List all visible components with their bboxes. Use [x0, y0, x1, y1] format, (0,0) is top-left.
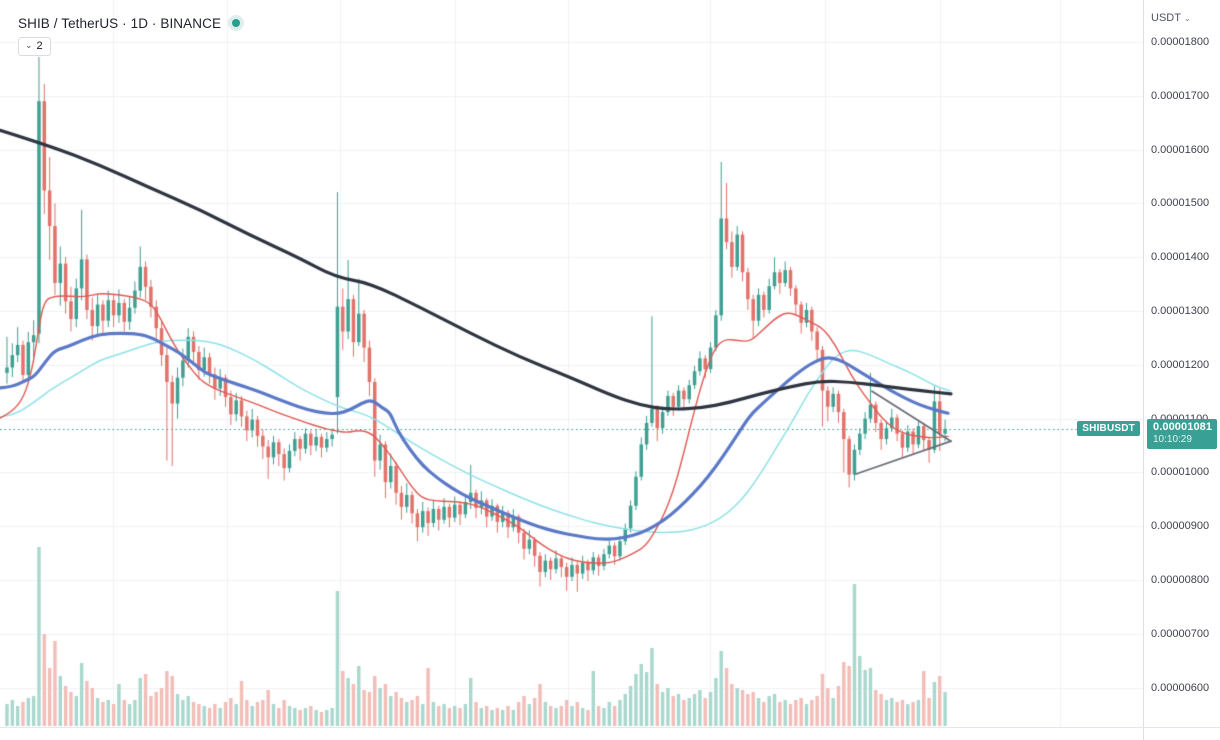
price-tick-label: 0.00000700 — [1151, 627, 1210, 640]
currency-label: USDT — [1151, 12, 1181, 24]
market-status-icon — [232, 19, 241, 27]
price-tick-label: 0.00000800 — [1151, 574, 1210, 586]
current-price-time: 10:10:29 — [1153, 433, 1192, 445]
chevron-down-icon: ⌄ — [1183, 13, 1191, 23]
currency-unit-dropdown[interactable]: USDT ⌄ — [1151, 12, 1191, 24]
price-tick-label: 0.00001500 — [1151, 197, 1210, 210]
symbol-title[interactable]: SHIB / TetherUS · 1D · BINANCE — [18, 15, 222, 31]
current-price-value: 0.00001081 — [1153, 420, 1213, 433]
price-tick-label: 0.00001200 — [1151, 358, 1210, 371]
current-price-badge: 0.00001081 10:10:29 — [1147, 418, 1217, 449]
chart-pane: SHIB / TetherUS · 1D · BINANCE ⌄ 2 SHIBU… — [0, 0, 1143, 727]
chevron-down-icon: ⌄ — [25, 40, 33, 50]
indicator-count-label: 2 — [36, 40, 43, 52]
price-chart-canvas[interactable] — [0, 0, 1143, 727]
price-tick-label: 0.00001400 — [1151, 251, 1210, 264]
price-tick-label: 0.00000600 — [1151, 681, 1210, 694]
price-tick-label: 0.00001600 — [1151, 143, 1210, 156]
pane-bottom-divider — [0, 727, 1220, 728]
price-tick-label: 0.00001300 — [1151, 305, 1210, 317]
legend-collapse-button[interactable]: ⌄ 2 — [18, 37, 51, 56]
price-line-symbol-label: SHIBUSDT — [1077, 420, 1140, 436]
price-tick-label: 0.00001000 — [1151, 466, 1210, 479]
chart-legend: SHIB / TetherUS · 1D · BINANCE — [18, 14, 241, 32]
price-axis[interactable]: USDT ⌄ 0.00001800 0.00001700 0.00001600 0.0… — [1143, 0, 1220, 740]
price-tick-label: 0.00000900 — [1151, 520, 1210, 533]
price-tick-label: 0.00001800 — [1151, 36, 1210, 48]
price-tick-label: 0.00001700 — [1151, 89, 1210, 102]
